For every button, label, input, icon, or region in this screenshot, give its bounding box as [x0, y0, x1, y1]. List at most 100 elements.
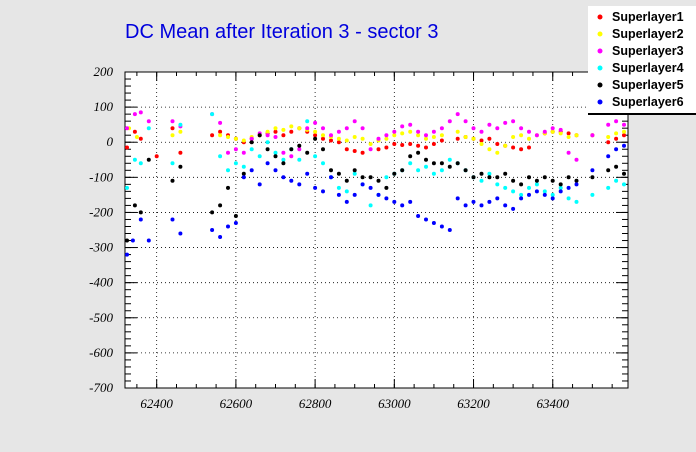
- superlayer5-point: [550, 178, 555, 183]
- superlayer5-point: [424, 157, 428, 162]
- superlayer3-point: [400, 124, 405, 129]
- superlayer6-point: [614, 147, 619, 152]
- y-tick-label: 200: [94, 64, 114, 79]
- superlayer6-point: [503, 203, 508, 208]
- superlayer1-point: [138, 136, 143, 141]
- superlayer4-point: [416, 168, 421, 173]
- legend-marker: [597, 65, 603, 71]
- superlayer6-point: [329, 175, 333, 180]
- superlayer3-point: [297, 147, 302, 152]
- superlayer5-point: [146, 157, 151, 162]
- superlayer4-point: [233, 161, 238, 166]
- superlayer2-point: [392, 133, 397, 138]
- superlayer6-point: [495, 196, 500, 201]
- x-tick-label: 62800: [299, 396, 332, 411]
- superlayer4-point: [313, 154, 318, 159]
- superlayer5-point: [132, 203, 137, 208]
- y-tick-label: -500: [89, 310, 113, 325]
- superlayer5-point: [479, 171, 484, 176]
- superlayer3-point: [376, 136, 381, 141]
- superlayer2-point: [134, 135, 139, 139]
- superlayer2-point: [463, 135, 468, 139]
- y-tick-label: -100: [89, 169, 113, 184]
- superlayer6-point: [360, 182, 365, 187]
- superlayer3-point: [495, 126, 500, 131]
- legend-label: Superlayer2: [612, 27, 684, 41]
- superlayer3-point: [289, 154, 294, 159]
- superlayer2-point: [313, 129, 318, 134]
- superlayer1-point: [336, 140, 341, 145]
- superlayer6-point: [273, 168, 278, 173]
- superlayer5-point: [321, 147, 325, 152]
- superlayer6-point: [534, 189, 539, 194]
- superlayer6-point: [313, 185, 318, 190]
- superlayer6-point: [226, 224, 230, 229]
- superlayer5-point: [265, 147, 270, 152]
- superlayer4-point: [170, 161, 175, 166]
- superlayer3-point: [305, 126, 310, 131]
- superlayer4-point: [566, 196, 571, 201]
- y-tick-label: -400: [89, 275, 113, 290]
- superlayer6-point: [265, 161, 270, 166]
- superlayer4-point: [495, 182, 500, 187]
- superlayer3-point: [471, 126, 476, 131]
- superlayer4-point: [352, 171, 357, 176]
- superlayer1-point: [281, 133, 286, 138]
- chart-title: DC Mean after Iteration 3 - sector 3: [125, 21, 438, 43]
- superlayer1-point: [170, 126, 175, 131]
- superlayer1-point: [527, 145, 531, 150]
- superlayer3-point: [384, 133, 389, 138]
- superlayer1-point: [376, 147, 381, 152]
- superlayer1-point: [178, 150, 183, 155]
- superlayer3-point: [590, 133, 595, 138]
- superlayer3-point: [125, 126, 129, 131]
- superlayer1-point: [519, 147, 524, 152]
- superlayer3-point: [519, 126, 524, 131]
- superlayer4-point: [487, 171, 492, 176]
- superlayer1-point: [384, 145, 389, 150]
- superlayer3-point: [170, 119, 175, 124]
- superlayer3-point: [336, 129, 341, 134]
- superlayer5-point: [125, 238, 129, 243]
- superlayer6-point: [566, 185, 571, 190]
- superlayer6-point: [463, 203, 468, 208]
- legend-marker: [597, 31, 603, 37]
- superlayer4-point: [519, 192, 524, 197]
- plot-area: [124, 71, 629, 389]
- superlayer4-point: [125, 185, 129, 190]
- superlayer3-point: [249, 136, 254, 141]
- superlayer1-point: [566, 131, 571, 136]
- x-tick-label: 63000: [378, 396, 411, 411]
- superlayer4-point: [368, 203, 373, 208]
- superlayer6-point: [487, 199, 492, 204]
- superlayer1-point: [622, 133, 626, 138]
- superlayer5-point: [566, 175, 571, 180]
- superlayer1-point: [289, 129, 294, 134]
- superlayer6-point: [376, 192, 381, 197]
- superlayer6-point: [511, 206, 516, 211]
- superlayer6-point: [130, 238, 135, 243]
- superlayer1-point: [606, 140, 611, 145]
- superlayer3-point: [455, 112, 460, 117]
- superlayer4-point: [439, 168, 444, 173]
- superlayer6-point: [218, 235, 223, 239]
- superlayer4-point: [431, 171, 436, 176]
- data-points: [125, 110, 626, 257]
- superlayer3-point: [566, 150, 571, 155]
- superlayer2-point: [424, 136, 428, 141]
- x-tick-label: 63200: [457, 396, 490, 411]
- superlayer6-point: [257, 182, 262, 187]
- superlayer1-point: [511, 145, 516, 150]
- superlayer5-point: [257, 133, 262, 138]
- superlayer2-point: [233, 136, 238, 141]
- superlayer6-point: [344, 199, 349, 204]
- superlayer2-point: [281, 127, 286, 132]
- superlayer2-point: [574, 133, 579, 138]
- superlayer6-point: [384, 196, 389, 201]
- superlayer1-point: [416, 143, 421, 148]
- superlayer3-point: [408, 122, 413, 127]
- superlayer4-point: [249, 147, 254, 152]
- superlayer4-point: [305, 119, 310, 124]
- superlayer5-point: [170, 178, 175, 183]
- x-tick-label: 62400: [140, 396, 173, 411]
